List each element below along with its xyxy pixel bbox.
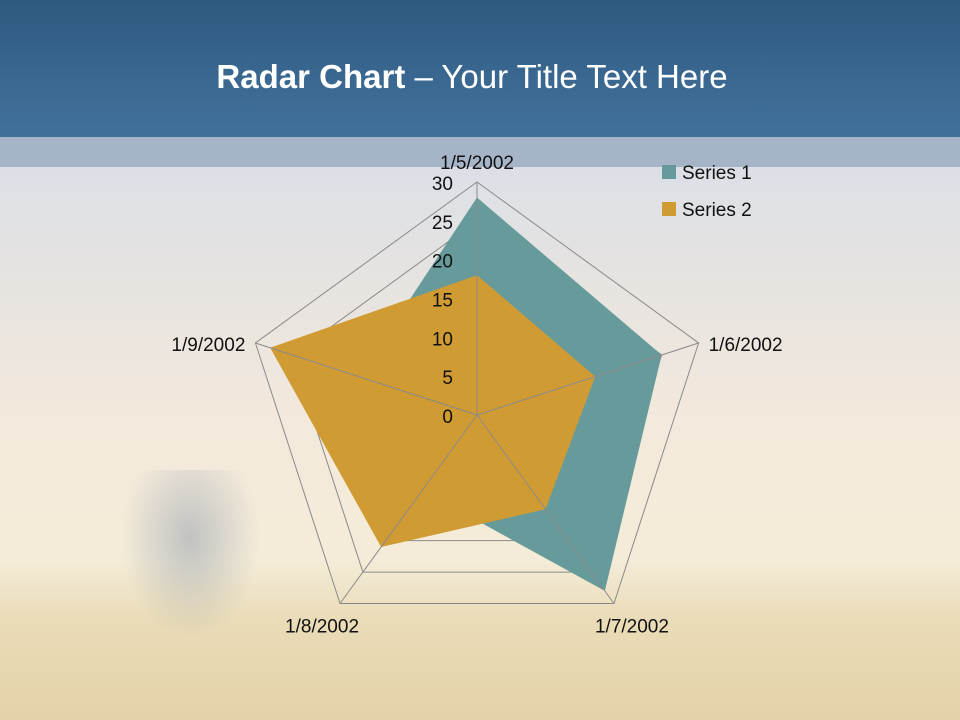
tick-label: 15: [432, 291, 453, 312]
tick-label: 25: [432, 213, 453, 234]
category-label: 1/5/2002: [440, 153, 514, 174]
category-label: 1/8/2002: [285, 617, 359, 638]
title-band: [0, 137, 960, 167]
tick-label: 0: [442, 407, 453, 428]
axis-spoke: [476, 414, 615, 604]
legend-label: Series 1: [682, 163, 752, 184]
tick-label: 5: [442, 368, 453, 389]
grid-ring: [254, 181, 700, 605]
title-bold: Radar Chart: [216, 58, 406, 95]
legend-swatch-1: [662, 165, 676, 179]
slide-title: Radar Chart – Your Title Text Here: [0, 58, 944, 96]
series-area-2: [270, 275, 596, 547]
legend-swatch-2: [662, 202, 676, 216]
background-person-image: [120, 470, 260, 640]
axis-spoke: [476, 342, 699, 416]
legend-label: Series 2: [682, 200, 752, 221]
category-label: 1/7/2002: [595, 617, 669, 638]
title-bar: [0, 0, 960, 137]
title-rest: – Your Title Text Here: [405, 58, 728, 95]
tick-label: 30: [432, 174, 453, 195]
axis-spoke: [255, 342, 478, 416]
category-label: 1/9/2002: [171, 335, 245, 356]
axis-spoke: [339, 414, 478, 604]
category-label: 1/6/2002: [709, 335, 783, 356]
tick-label: 10: [432, 329, 453, 350]
tick-label: 20: [432, 252, 453, 273]
